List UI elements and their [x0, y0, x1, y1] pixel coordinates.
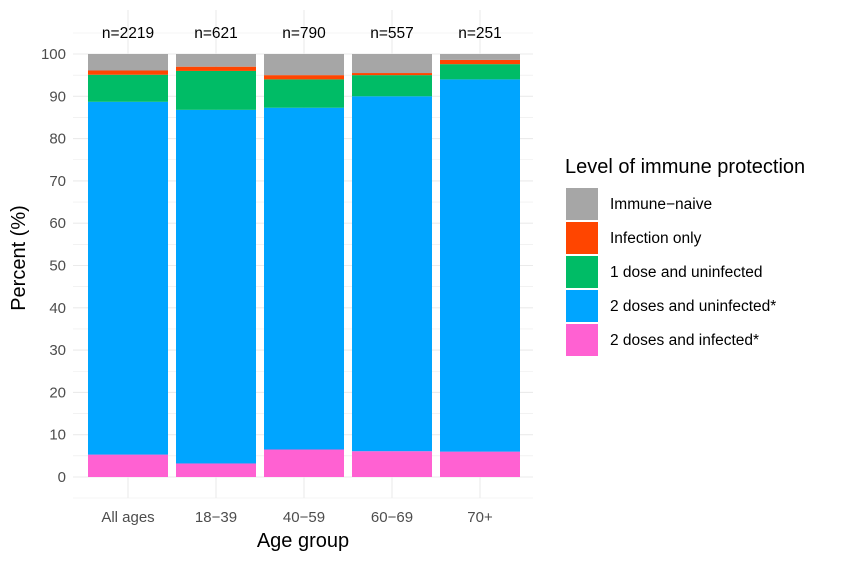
sample-size-label: n=2219: [102, 25, 154, 42]
bar-segment: [176, 54, 256, 67]
bar-segment: [352, 73, 432, 76]
sample-size-label: n=557: [370, 25, 414, 42]
legend-label: 2 doses and uninfected*: [610, 298, 776, 315]
bar-segment: [176, 70, 256, 110]
legend-swatch: [566, 222, 598, 254]
bar-segment: [440, 64, 520, 80]
y-tick-label: 10: [49, 427, 66, 444]
bars: [88, 54, 520, 477]
legend-label: Immune−naive: [610, 196, 712, 213]
y-tick-label: 100: [41, 46, 66, 63]
sample-size-label: n=251: [458, 25, 502, 42]
x-tick-label: All ages: [101, 509, 154, 526]
legend-label: 1 dose and uninfected: [610, 264, 763, 281]
y-tick-label: 20: [49, 384, 66, 401]
bar-segment: [264, 449, 344, 477]
legend-swatch: [566, 324, 598, 356]
y-tick-label: 80: [49, 131, 66, 148]
y-axis-ticks: 0 10 20 30 40 50 60 70 80 90 100: [41, 46, 66, 486]
x-axis-title: Age group: [257, 530, 349, 552]
bar-segment: [176, 463, 256, 477]
bar-segment: [264, 54, 344, 76]
y-axis-title: Percent (%): [8, 205, 30, 311]
bar-segment: [352, 75, 432, 97]
x-tick-label: 18−39: [195, 509, 237, 526]
x-tick-label: 60−69: [371, 509, 413, 526]
y-tick-label: 40: [49, 300, 66, 317]
bar-segment: [264, 79, 344, 108]
sample-size-label: n=790: [282, 25, 326, 42]
x-tick-label: 40−59: [283, 509, 325, 526]
bar-segment: [440, 54, 520, 60]
y-tick-label: 90: [49, 88, 66, 105]
bar-segment: [352, 96, 432, 452]
bar-segment: [88, 70, 168, 75]
legend-label: Infection only: [610, 230, 702, 247]
legend-label: 2 doses and infected*: [610, 332, 759, 349]
bar-segment: [88, 74, 168, 102]
y-tick-label: 70: [49, 173, 66, 190]
bar-segment: [264, 75, 344, 80]
legend-swatch: [566, 290, 598, 322]
bar-segment: [88, 101, 168, 455]
bar-segment: [440, 79, 520, 452]
bar-segment: [352, 54, 432, 74]
bar-segment: [88, 54, 168, 71]
sample-size-label: n=621: [194, 25, 238, 42]
y-tick-label: 0: [58, 469, 66, 486]
bar-segment: [440, 451, 520, 477]
legend-swatch: [566, 188, 598, 220]
y-tick-label: 50: [49, 258, 66, 275]
sample-size-labels: n=2219 n=621 n=790 n=557 n=251: [102, 25, 502, 42]
bar-segment: [176, 109, 256, 464]
y-tick-label: 60: [49, 215, 66, 232]
legend-title: Level of immune protection: [565, 156, 805, 178]
legend-swatch: [566, 256, 598, 288]
x-tick-label: 70+: [467, 509, 493, 526]
bar-segment: [264, 107, 344, 450]
legend: Level of immune protection Immune−naive I…: [565, 156, 805, 356]
bar-segment: [176, 66, 256, 71]
bar-segment: [88, 454, 168, 477]
y-tick-label: 30: [49, 342, 66, 359]
x-axis-ticks: All ages 18−39 40−59 60−69 70+: [101, 509, 493, 526]
bar-segment: [440, 59, 520, 65]
bar-segment: [352, 451, 432, 477]
